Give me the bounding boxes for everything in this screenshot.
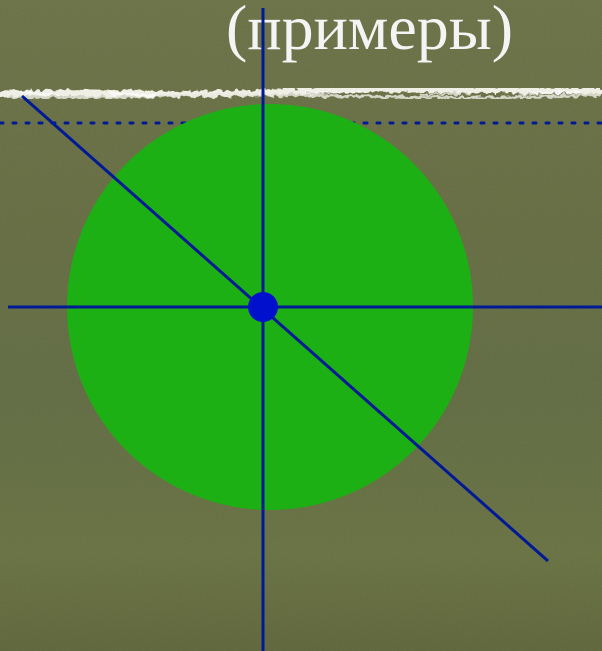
title-fragment: (примеры) (226, 0, 514, 63)
chalk-divider (0, 86, 602, 100)
center-point-icon (248, 292, 278, 322)
diagonal-line (21, 94, 549, 563)
